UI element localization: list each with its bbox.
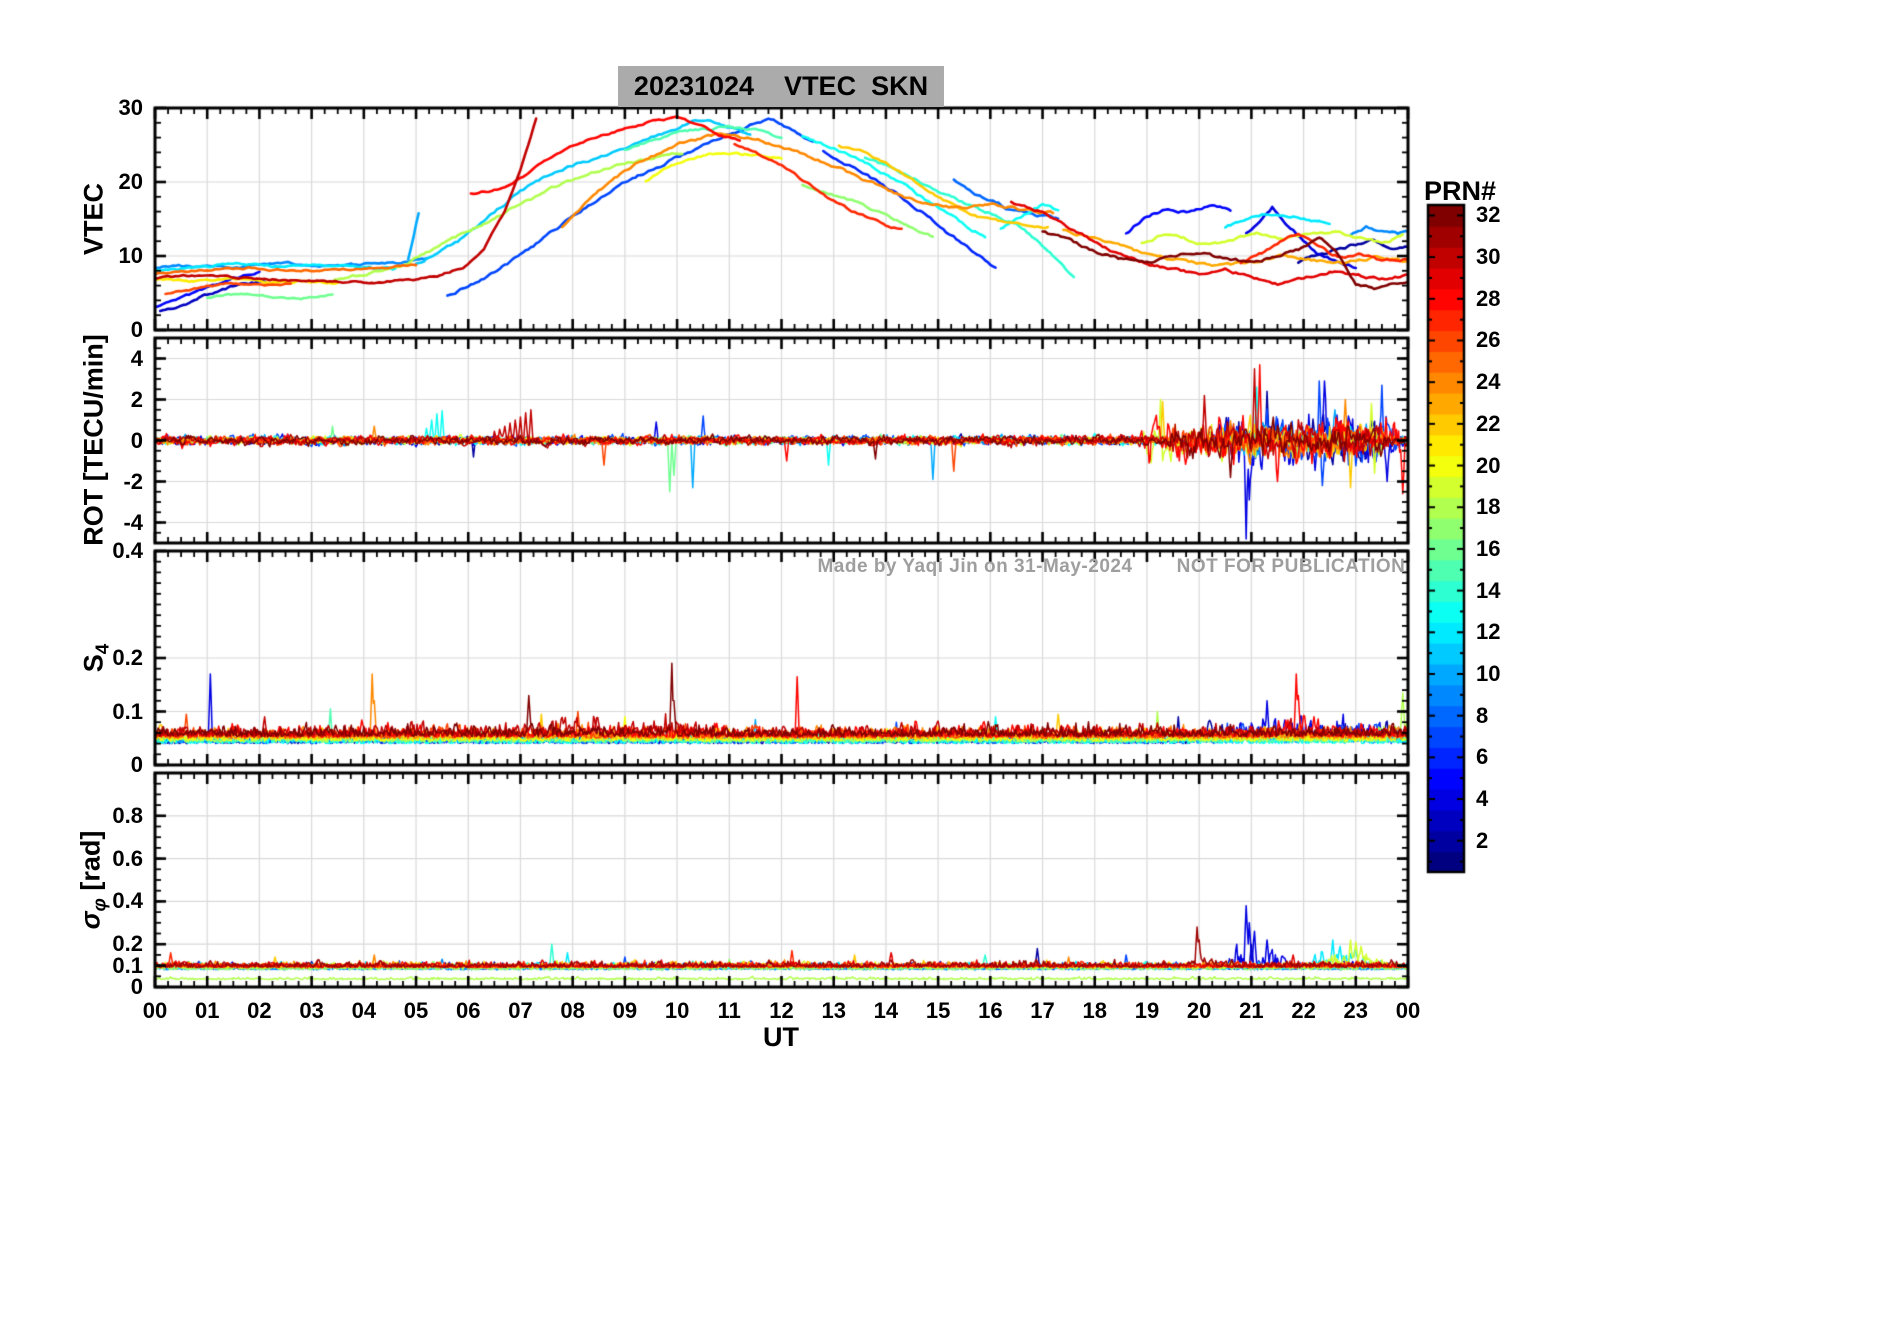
- colorbar-tick-label: 2: [1476, 827, 1489, 853]
- x-tick-label: 21: [1239, 998, 1264, 1023]
- y-tick-label-vtec: 0: [130, 317, 143, 342]
- colorbar-tick-label: 6: [1476, 744, 1489, 770]
- y-axis-label-s4: S4: [78, 643, 114, 673]
- y-axis-label-sigma-sub: φ: [89, 898, 111, 912]
- x-tick-label: 01: [194, 998, 220, 1023]
- x-tick-label: 07: [508, 998, 533, 1023]
- y-tick-label-sigma_phi: 0.8: [112, 802, 143, 828]
- x-tick-label: 11: [717, 998, 741, 1023]
- watermark-author: Made by Yaqi Jin on 31-May-2024: [817, 556, 1133, 577]
- x-tick-label: 02: [247, 998, 272, 1023]
- colorbar-tick-label: 24: [1476, 369, 1501, 395]
- y-tick-label-sigma_phi: 0.4: [112, 888, 143, 914]
- y-axis-label-vtec-text: VTEC: [78, 182, 109, 256]
- x-tick-label: 00: [1395, 998, 1421, 1023]
- x-tick-label: 06: [456, 998, 481, 1023]
- colorbar-tick-label: 4: [1476, 786, 1489, 812]
- y-axis-label-vtec: VTEC: [78, 182, 109, 256]
- y-tick-label-sigma_phi: 0.1: [112, 952, 143, 978]
- x-tick-label: 16: [978, 998, 1003, 1023]
- x-tick-label: 20: [1186, 998, 1212, 1023]
- colorbar-title: PRN#: [1424, 176, 1497, 206]
- x-tick-label: 03: [299, 998, 324, 1023]
- y-tick-label-s4: 0.4: [112, 538, 143, 563]
- colorbar-tick-label: 30: [1476, 244, 1501, 270]
- y-tick-label-s4: 0.2: [112, 645, 143, 670]
- colorbar-tick-label: 8: [1476, 702, 1489, 728]
- watermark-not-for-publication: NOT FOR PUBLICATION: [1176, 556, 1406, 577]
- x-tick-label: 13: [821, 998, 846, 1023]
- y-tick-label-rot: -2: [123, 468, 143, 494]
- x-tick-label: 22: [1291, 998, 1316, 1023]
- colorbar-tick-label: 22: [1476, 410, 1501, 436]
- y-tick-label-rot: 0: [130, 427, 143, 453]
- y-tick-label-vtec: 10: [118, 243, 143, 268]
- x-axis-label: UT: [763, 1022, 799, 1052]
- x-tick-label: 15: [925, 998, 951, 1023]
- x-tick-label: 18: [1082, 998, 1107, 1023]
- x-tick-label: 09: [612, 998, 638, 1023]
- y-axis-label-sigma-unit: [rad]: [75, 830, 106, 891]
- colorbar-tick-label: 28: [1476, 285, 1501, 311]
- x-tick-label: 23: [1343, 998, 1369, 1023]
- y-axis-label-rot-text: ROT [TECU/min]: [78, 334, 109, 546]
- chart-title: 20231024 VTEC SKN: [617, 66, 945, 107]
- y-tick-label-sigma_phi: 0.6: [112, 845, 143, 871]
- colorbar-tick-label: 10: [1476, 660, 1501, 686]
- x-tick-label: 08: [560, 998, 585, 1023]
- colorbar-tick-label: 32: [1476, 202, 1501, 228]
- y-tick-label-rot: 4: [130, 345, 143, 371]
- colorbar-tick-label: 12: [1476, 619, 1501, 645]
- colorbar-tick-label: 18: [1476, 494, 1501, 520]
- x-tick-label: 10: [664, 998, 690, 1023]
- y-axis-label-sigma-symbol: σ: [75, 911, 106, 930]
- y-axis-label-s4-main: S: [78, 654, 109, 673]
- colorbar-tick-label: 20: [1476, 452, 1501, 478]
- x-tick-label: 19: [1134, 998, 1160, 1023]
- colorbar-tick-label: 16: [1476, 535, 1501, 561]
- colorbar-tick-label: 26: [1476, 327, 1501, 353]
- x-tick-label: 00: [142, 998, 168, 1023]
- y-tick-label-vtec: 20: [118, 169, 143, 194]
- y-tick-label-rot: 2: [130, 386, 143, 412]
- x-tick-label: 05: [403, 998, 429, 1023]
- colorbar-tick-label: 14: [1476, 577, 1501, 603]
- x-tick-label: 17: [1030, 998, 1055, 1023]
- y-tick-label-sigma_phi: 0: [130, 974, 143, 999]
- y-axis-label-s4-sub: 4: [92, 643, 114, 655]
- x-tick-label: 12: [769, 998, 794, 1023]
- y-axis-label-rot: ROT [TECU/min]: [78, 334, 109, 546]
- y-tick-label-rot: -4: [123, 509, 143, 535]
- y-tick-label-s4: 0: [130, 752, 143, 777]
- y-tick-label-sigma_phi: 0.2: [112, 931, 143, 957]
- y-tick-label-vtec: 30: [118, 95, 143, 120]
- y-tick-label-s4: 0.1: [112, 698, 143, 724]
- y-axis-label-sigma: σφ [rad]: [75, 830, 111, 930]
- x-tick-label: 14: [873, 998, 899, 1023]
- x-tick-label: 04: [351, 998, 377, 1023]
